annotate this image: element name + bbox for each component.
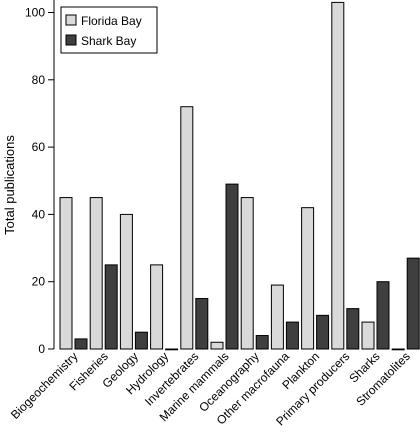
y-tick-label-20: 20 [32,275,46,289]
y-tick-label-40: 40 [32,207,46,221]
bar-florida-bay-plankton [301,207,315,350]
bar-florida-bay-oceanography [240,197,254,350]
bar-shark-bay-geology [134,331,148,350]
legend-swatch-shark-bay [65,34,77,46]
y-tick-label-60: 60 [32,140,46,154]
y-tick-label-100: 100 [25,6,45,20]
bar-shark-bay-marine-mammals [225,183,239,350]
legend-box [60,6,158,54]
legend-swatch-florida-bay [65,14,77,26]
bar-shark-bay-stromatolites [406,257,420,350]
y-axis-ticks: 0 20 40 60 80 100 [25,6,54,356]
bar-shark-bay-other-macrofauna [285,321,299,350]
bar-shark-bay-hydrology [165,348,179,351]
legend-label-florida-bay: Florida Bay [81,14,142,28]
legend-label-shark-bay: Shark Bay [81,34,136,48]
bar-florida-bay-marine-mammals [210,341,224,350]
y-tick-label-80: 80 [32,73,46,87]
x-axis-labels: BiogeochemistryFisheriesGeologyHydrology… [8,349,413,428]
legend: Florida Bay Shark Bay [60,6,158,54]
bar-shark-bay-sharks [376,281,390,350]
bar-florida-bay-geology [119,213,133,350]
bar-florida-bay-invertebrates [180,106,194,350]
bar-florida-bay-biogeochemistry [59,197,73,350]
bar-shark-bay-oceanography [255,335,269,350]
y-tick-label-0: 0 [38,342,45,356]
bar-shark-bay-plankton [316,314,330,350]
bar-florida-bay-other-macrofauna [270,284,284,350]
bar-shark-bay-invertebrates [195,298,209,350]
bar-florida-bay-stromatolites [391,348,405,351]
bar-florida-bay-sharks [361,321,375,350]
bars [59,1,420,351]
bar-florida-bay-primary-producers [331,1,345,350]
bar-florida-bay-fisheries [89,197,103,350]
bar-shark-bay-biogeochemistry [74,338,88,350]
bar-shark-bay-fisheries [104,264,118,350]
bar-florida-bay-hydrology [150,264,164,350]
y-axis-title: Total publications [2,135,17,235]
bar-shark-bay-primary-producers [346,308,360,350]
